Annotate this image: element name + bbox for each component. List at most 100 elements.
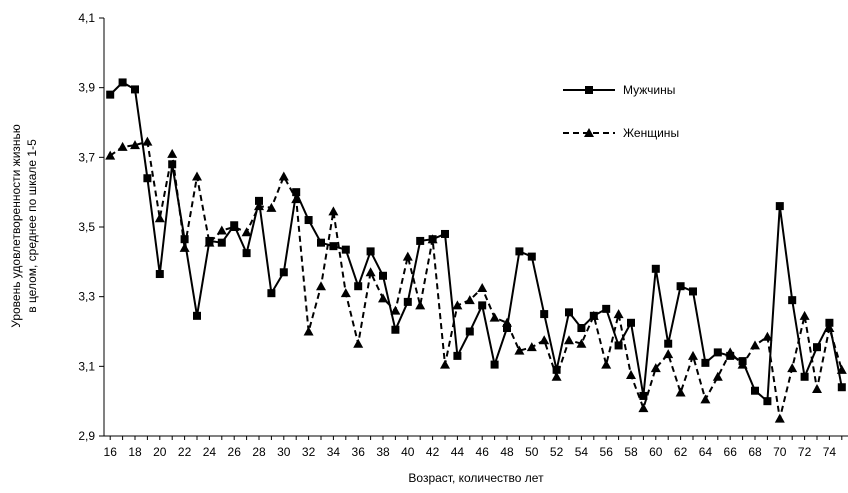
women-data-point [365, 267, 376, 277]
women-data-point [142, 136, 153, 146]
men-data-point [503, 324, 511, 333]
men-data-point [366, 247, 375, 256]
men-data-point [168, 160, 177, 169]
men-data-point [106, 90, 115, 99]
men-data-point [515, 247, 524, 256]
women-line [109, 140, 843, 419]
y-tick-label: 2,9 [78, 429, 95, 443]
men-data-point [131, 85, 139, 94]
men-data-point [726, 351, 735, 360]
women-data-point [353, 338, 364, 348]
men-data-point [751, 386, 759, 395]
women-data-point [712, 371, 723, 381]
men-data-point [639, 391, 648, 400]
y-tick-label: 3,1 [78, 359, 95, 373]
women-data-point [576, 338, 587, 348]
x-tick-label: 34 [327, 445, 341, 459]
men-data-point [565, 308, 573, 317]
x-tick-label: 32 [302, 445, 316, 459]
x-tick-label: 48 [500, 445, 514, 459]
series-men [106, 78, 846, 406]
men-data-point [465, 327, 474, 336]
men-data-point [143, 174, 152, 183]
legend-label: Мужчины [623, 83, 675, 97]
women-data-point [278, 171, 289, 181]
men-data-point [540, 310, 549, 319]
x-tick-label: 40 [401, 445, 415, 459]
x-tick-label: 62 [674, 445, 688, 459]
men-data-point [490, 360, 499, 369]
women-data-point [378, 293, 388, 303]
women-data-point [539, 335, 550, 345]
men-data-point [317, 238, 325, 247]
women-data-point [266, 202, 277, 212]
men-data-point [354, 282, 363, 291]
men-data-point [788, 296, 797, 305]
men-data-point [292, 188, 301, 197]
x-tick-label: 54 [575, 445, 589, 459]
square-marker-icon [585, 86, 593, 94]
men-data-point [664, 339, 673, 348]
women-data-point [489, 312, 500, 322]
women-data-point [477, 282, 488, 292]
women-data-point [452, 300, 463, 310]
x-tick-label: 64 [699, 445, 713, 459]
men-data-point [713, 348, 722, 357]
x-tick-label: 72 [798, 445, 812, 459]
x-tick-label: 36 [352, 445, 366, 459]
legend: Мужчины Женщины [563, 83, 679, 140]
axes: 2,9 3,1 3,3 3,5 3,7 3,9 4,1 16 18 20 22 24 26 28 30 32 3… [78, 11, 848, 459]
women-data-point [812, 383, 822, 393]
men-data-point [689, 287, 697, 296]
men-data-point [329, 242, 338, 251]
women-data-point [105, 150, 116, 160]
men-data-point [267, 289, 276, 298]
men-data-point [341, 245, 350, 254]
women-data-point [613, 309, 624, 319]
women-data-point [650, 363, 661, 373]
women-data-point [526, 342, 537, 352]
men-data-point [155, 270, 164, 279]
women-data-point [799, 310, 810, 320]
x-tick-label: 42 [426, 445, 440, 459]
y-axis-title-line-1: Уровень удовлетворенности жизнью [9, 124, 23, 328]
women-data-point [216, 225, 227, 235]
men-data-point [775, 202, 784, 211]
men-data-point [205, 236, 214, 245]
women-data-point [130, 140, 140, 150]
x-tick-label: 56 [600, 445, 614, 459]
men-data-point [230, 221, 239, 230]
y-tick-label: 3,5 [78, 220, 95, 234]
women-data-point [154, 213, 165, 223]
legend-item-women: Женщины [563, 126, 679, 140]
y-tick-label: 3,9 [78, 81, 95, 95]
women-data-point [440, 359, 450, 369]
x-tick-label: 58 [624, 445, 638, 459]
women-data-point [390, 305, 401, 315]
men-data-point [255, 196, 263, 205]
triangle-marker-icon [584, 128, 594, 137]
series-layer [105, 78, 847, 423]
women-data-point [688, 350, 698, 360]
x-tick-label: 24 [203, 445, 217, 459]
women-data-point [192, 171, 202, 181]
women-data-point [316, 281, 326, 291]
men-data-point [552, 365, 561, 374]
men-data-point [651, 264, 660, 273]
women-data-point [303, 326, 314, 336]
x-tick-label: 20 [153, 445, 167, 459]
men-data-point [676, 282, 685, 291]
men-data-point [379, 271, 387, 280]
women-data-point [638, 403, 649, 413]
x-axis-title: Возраст, количество лет [408, 471, 544, 485]
women-data-point [774, 413, 785, 423]
women-data-point [328, 206, 339, 216]
women-data-point [564, 335, 574, 345]
women-data-point [241, 227, 252, 237]
men-data-point [193, 311, 201, 320]
x-tick-label: 38 [376, 445, 390, 459]
men-data-point [738, 357, 747, 366]
women-data-point [117, 141, 128, 151]
